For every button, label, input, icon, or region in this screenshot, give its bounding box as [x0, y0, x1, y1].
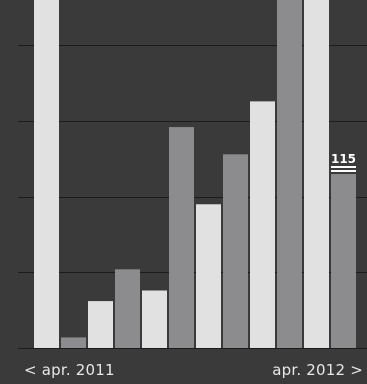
bar[interactable]: [250, 101, 275, 348]
bar[interactable]: [196, 204, 221, 348]
underline: [331, 166, 356, 168]
bar[interactable]: [115, 269, 140, 348]
bar[interactable]: [169, 127, 194, 349]
bar[interactable]: [331, 174, 356, 348]
bar-value-text: 115: [331, 152, 356, 166]
bars: [34, 0, 356, 349]
bar[interactable]: [223, 154, 248, 348]
bar[interactable]: [61, 337, 86, 348]
bar-value-label: 115: [331, 152, 356, 172]
next-period-link[interactable]: apr. 2012 >: [272, 361, 363, 379]
previous-period-link[interactable]: < apr. 2011: [24, 361, 115, 379]
bar[interactable]: [142, 290, 167, 348]
underline: [331, 170, 356, 172]
bar[interactable]: [34, 0, 59, 348]
bar[interactable]: [88, 301, 113, 348]
bar[interactable]: [304, 0, 329, 348]
bar[interactable]: [277, 0, 302, 348]
